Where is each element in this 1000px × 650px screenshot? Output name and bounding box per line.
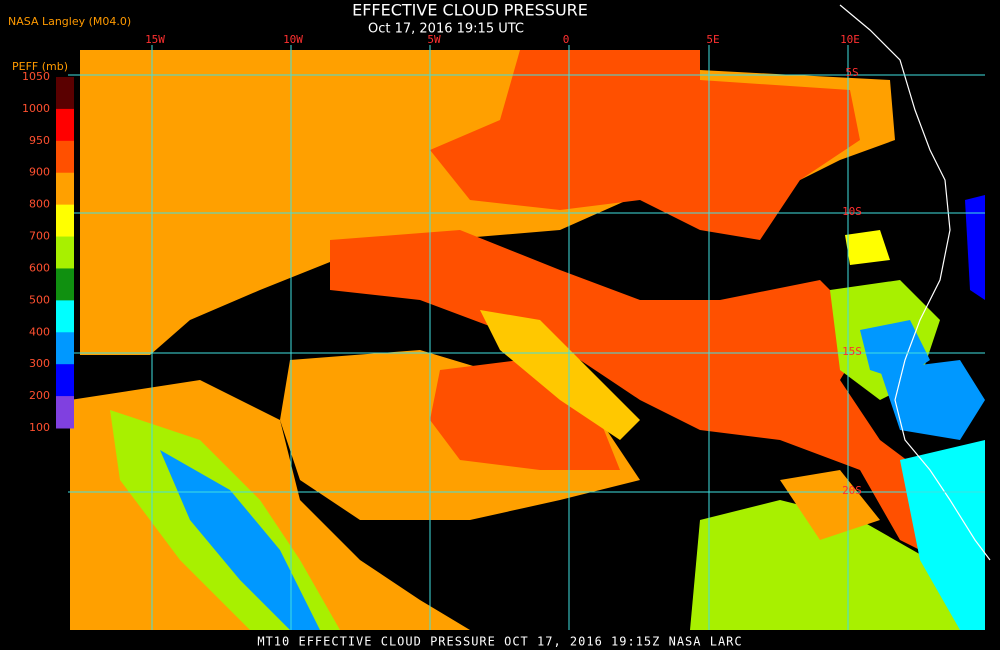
coastline [839,4,991,561]
colorbar-segment [56,77,74,110]
colorbar-segment [56,140,74,174]
colorbar-tick-label: 600 [29,261,50,274]
colorbar-segment [56,172,74,206]
colorbar-tick-label: 400 [29,325,50,338]
cloud-region [880,360,985,440]
colorbar-tick-label: 700 [29,230,50,243]
cloud-region [690,500,970,630]
cloud-region [480,310,640,440]
colorbar-segment [56,236,74,269]
colorbar-tick-label: 900 [29,166,50,179]
colorbar-tick-label: 800 [29,198,50,211]
cloud-region [430,50,860,240]
cloud-region [845,230,890,265]
colorbar-tick-label: 1000 [22,102,50,115]
latitude-label: 15S [842,345,862,358]
latitude-label: 10S [842,205,862,218]
longitude-label: 10W [283,33,303,46]
longitude-label: 5E [706,33,719,46]
subtitle: Oct 17, 2016 19:15 UTC [368,22,524,37]
colorbar-segment [56,204,74,238]
cloud-region [860,320,930,380]
colorbar-tick-label: 200 [29,389,50,402]
colorbar-segment [56,364,74,397]
colorbar-tick-label: 300 [29,357,50,370]
colorbar-label: PEFF (mb) [12,60,68,73]
colorbar: 1050 1000 950 900 800 700 600 500 400 300 200 100 [22,70,74,434]
colorbar-segment [56,268,74,301]
latitude-label: 20S [842,484,862,497]
cloud-map [70,4,991,630]
colorbar-segment [56,332,74,365]
graticule-labels: 15W 10W 5W 0 5E 10E 5S 10S 15S 20S [145,33,862,497]
longitude-label: 0 [563,33,570,46]
cloud-region [780,470,880,540]
cloud-region [965,195,985,300]
colorbar-tick-label: 1050 [22,70,50,83]
colorbar-segment [56,108,74,142]
colorbar-tick-label: 950 [29,134,50,147]
longitude-label: 15W [145,33,165,46]
colorbar-segment [56,300,74,333]
cloud-region [430,360,620,470]
longitude-label: 5W [427,33,441,46]
credit: NASA Langley (M04.0) [8,15,131,28]
colorbar-tick-label: 100 [29,421,50,434]
colorbar-segment [56,396,74,429]
colorbar-tick-label: 500 [29,293,50,306]
cloud-region [160,450,320,630]
longitude-label: 10E [840,33,860,46]
graticule [68,45,985,630]
title: EFFECTIVE CLOUD PRESSURE [352,1,588,20]
cloud-region [900,440,985,630]
footer: MT10 EFFECTIVE CLOUD PRESSURE OCT 17, 20… [257,635,742,649]
latitude-label: 5S [845,66,858,79]
